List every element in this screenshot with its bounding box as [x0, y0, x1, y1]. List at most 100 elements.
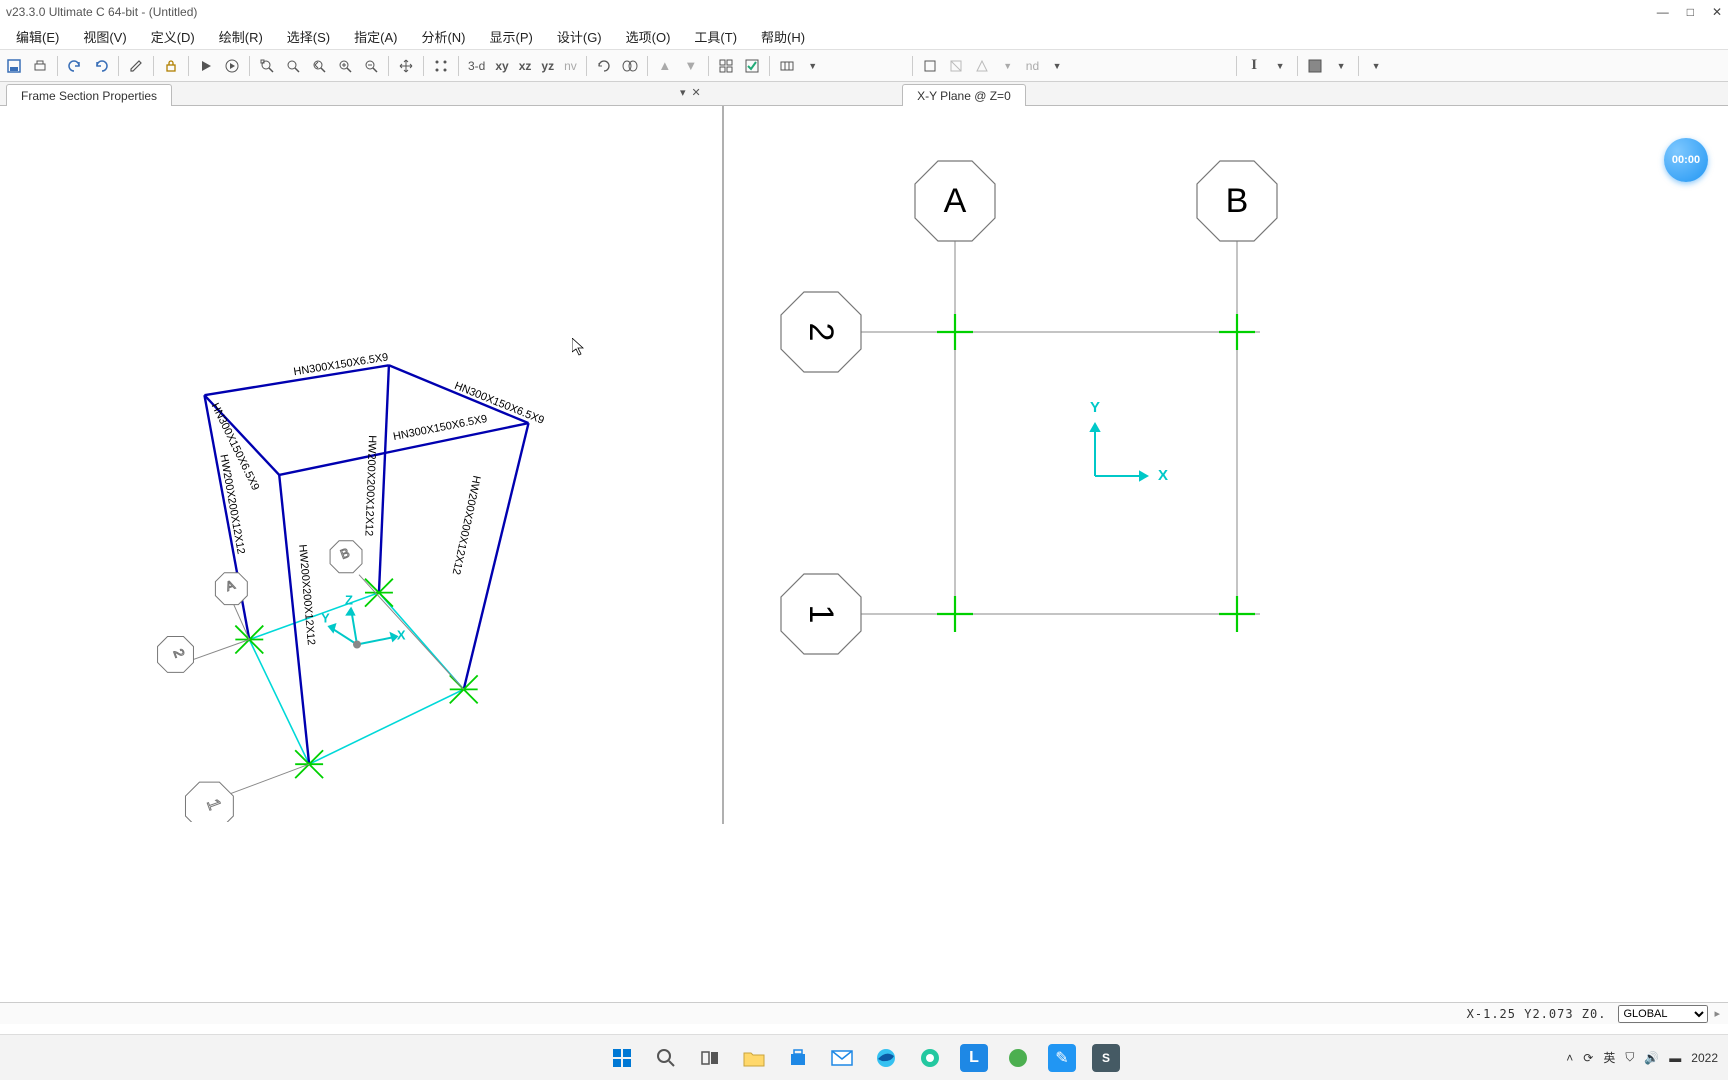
view-nv-button[interactable]: nv: [560, 54, 581, 78]
menu-options[interactable]: 选项(O): [614, 25, 683, 48]
tray-sync-icon[interactable]: ⟳: [1583, 1051, 1593, 1065]
col-label: HW200X200X12X12: [450, 474, 483, 575]
zoom-in-icon[interactable]: [333, 54, 357, 78]
menu-edit[interactable]: 编辑(E): [4, 25, 71, 48]
dropdown2-icon[interactable]: ▼: [996, 54, 1020, 78]
rotate-icon[interactable]: [592, 54, 616, 78]
nd-button[interactable]: nd: [1022, 54, 1043, 78]
text-tool-icon[interactable]: I: [1242, 54, 1266, 78]
status-bar: X-1.25 Y2.073 Z0. GLOBAL ▸: [0, 1002, 1728, 1024]
undo-icon[interactable]: [63, 54, 87, 78]
area-draw-icon[interactable]: [970, 54, 994, 78]
menu-select[interactable]: 选择(S): [275, 25, 342, 48]
tray-clock[interactable]: 2022: [1691, 1051, 1718, 1065]
svg-text:X: X: [397, 628, 406, 643]
view-3d-button[interactable]: 3-d: [464, 54, 489, 78]
zoom-extents-icon[interactable]: [281, 54, 305, 78]
fill-tool-icon[interactable]: [1303, 54, 1327, 78]
edge-icon[interactable]: [872, 1044, 900, 1072]
menubar: 编辑(E) 视图(V) 定义(D) 绘制(R) 选择(S) 指定(A) 分析(N…: [0, 24, 1728, 50]
viewport-plan[interactable]: X Y A B 1 2 00:00: [724, 106, 1728, 824]
grid-bubble-2: 2: [802, 323, 840, 342]
pencil-icon[interactable]: [124, 54, 148, 78]
view2d-canvas: X Y A B 1 2: [724, 106, 1728, 824]
menu-help[interactable]: 帮助(H): [749, 25, 817, 48]
grid-plan-icon[interactable]: [714, 54, 738, 78]
menu-draw[interactable]: 绘制(R): [207, 25, 275, 48]
tab-close-icon[interactable]: ✕: [692, 86, 701, 99]
check-icon[interactable]: [740, 54, 764, 78]
redo-icon[interactable]: [89, 54, 113, 78]
col-label: HW200X200X12X12: [296, 544, 317, 646]
titlebar: v23.3.0 Ultimate C 64-bit - (Untitled) —…: [0, 0, 1728, 24]
tray-wifi-icon[interactable]: ⛉: [1625, 1050, 1634, 1065]
explorer-icon[interactable]: [740, 1044, 768, 1072]
sap-icon[interactable]: S: [1092, 1044, 1120, 1072]
view3d-canvas: X Y Z A B 1 2 HN300X150X6.5X9 HN300X150X…: [0, 106, 722, 822]
tab-xy-plane[interactable]: X-Y Plane @ Z=0: [902, 84, 1026, 106]
save-icon[interactable]: [2, 54, 26, 78]
app1-icon[interactable]: L: [960, 1044, 988, 1072]
close-button[interactable]: ✕: [1712, 5, 1722, 19]
tray-battery-icon[interactable]: ▬: [1669, 1051, 1681, 1065]
run-alt-icon[interactable]: [220, 54, 244, 78]
dropdown3-icon[interactable]: ▼: [1045, 54, 1069, 78]
system-tray: ˄ ⟳ 英 ⛉ 🔊 ▬ 2022: [1566, 1049, 1718, 1066]
zoom-window-icon[interactable]: [255, 54, 279, 78]
windows-taskbar: L ✎ S ˄ ⟳ 英 ⛉ 🔊 ▬ 2022: [0, 1034, 1728, 1080]
svg-text:X: X: [1158, 467, 1168, 484]
menu-assign[interactable]: 指定(A): [342, 25, 409, 48]
status-tail-icon: ▸: [1714, 1007, 1720, 1020]
minimize-button[interactable]: —: [1657, 5, 1669, 19]
app3-icon[interactable]: ✎: [1048, 1044, 1076, 1072]
pan-icon[interactable]: [394, 54, 418, 78]
print-icon[interactable]: [28, 54, 52, 78]
menu-design[interactable]: 设计(G): [545, 25, 614, 48]
joint-draw-icon[interactable]: [918, 54, 942, 78]
tray-ime[interactable]: 英: [1603, 1049, 1615, 1066]
view-xy-button[interactable]: xy: [491, 54, 512, 78]
tray-volume-icon[interactable]: 🔊: [1644, 1051, 1659, 1065]
svg-text:Z: Z: [345, 593, 353, 608]
start-icon[interactable]: [608, 1044, 636, 1072]
menu-display[interactable]: 显示(P): [478, 25, 545, 48]
svg-text:Y: Y: [321, 611, 330, 626]
zoom-prev-icon[interactable]: [307, 54, 331, 78]
dropdown-icon[interactable]: ▼: [801, 54, 825, 78]
status-coords: X-1.25 Y2.073 Z0.: [1467, 1007, 1607, 1021]
menu-analyze[interactable]: 分析(N): [409, 25, 477, 48]
lock-icon[interactable]: [159, 54, 183, 78]
tab-dropdown-icon[interactable]: ▾: [680, 86, 686, 99]
timer-badge: 00:00: [1664, 138, 1708, 182]
tab-frame-sections[interactable]: Frame Section Properties: [6, 84, 172, 106]
app2-icon[interactable]: [1004, 1044, 1032, 1072]
tray-chevron-icon[interactable]: ˄: [1566, 1051, 1573, 1065]
mail-icon[interactable]: [828, 1044, 856, 1072]
maximize-button[interactable]: □: [1687, 5, 1694, 19]
run-icon[interactable]: [194, 54, 218, 78]
search-icon[interactable]: [652, 1044, 680, 1072]
perspective-icon[interactable]: [618, 54, 642, 78]
menu-tools[interactable]: 工具(T): [682, 25, 749, 48]
up-arrow-icon[interactable]: ▲: [653, 54, 677, 78]
viewports: X Y Z A B 1 2 HN300X150X6.5X9 HN300X150X…: [0, 106, 1728, 824]
menu-define[interactable]: 定义(D): [139, 25, 207, 48]
view-xz-button[interactable]: xz: [515, 54, 536, 78]
dropdown5-icon[interactable]: ▼: [1329, 54, 1353, 78]
down-arrow-icon[interactable]: ▼: [679, 54, 703, 78]
browser2-icon[interactable]: [916, 1044, 944, 1072]
view-yz-button[interactable]: yz: [537, 54, 558, 78]
menu-view[interactable]: 视图(V): [71, 25, 138, 48]
coord-system-select[interactable]: GLOBAL: [1618, 1005, 1708, 1023]
snap-icon[interactable]: [429, 54, 453, 78]
zoom-out-icon[interactable]: [359, 54, 383, 78]
viewport-3d[interactable]: X Y Z A B 1 2 HN300X150X6.5X9 HN300X150X…: [0, 106, 724, 824]
app-title: v23.3.0 Ultimate C 64-bit - (Untitled): [6, 5, 197, 19]
object-display-icon[interactable]: [775, 54, 799, 78]
window-controls: — □ ✕: [1657, 5, 1722, 19]
frame-draw-icon[interactable]: [944, 54, 968, 78]
taskview-icon[interactable]: [696, 1044, 724, 1072]
dropdown4-icon[interactable]: ▼: [1268, 54, 1292, 78]
store-icon[interactable]: [784, 1044, 812, 1072]
dropdown6-icon[interactable]: ▼: [1364, 54, 1388, 78]
